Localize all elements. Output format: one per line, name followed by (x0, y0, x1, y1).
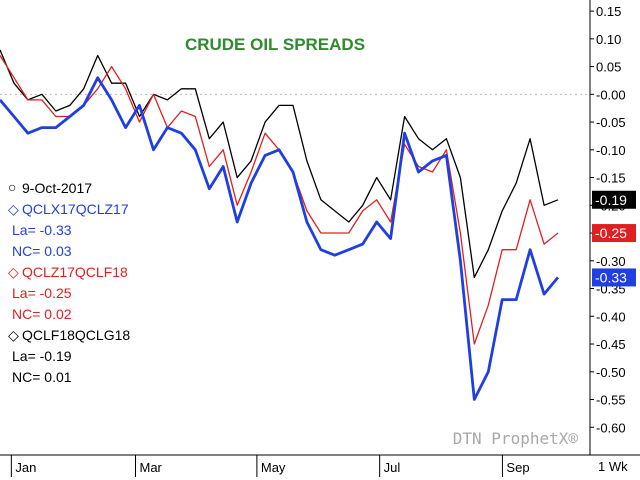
last-value-badge-1: -0.33 (595, 269, 627, 285)
x-tick-label: May (261, 460, 286, 475)
y-tick-label: 0.15 (596, 4, 621, 19)
y-tick-label: -0.55 (596, 393, 626, 408)
plot-area (0, 0, 590, 455)
last-value-badge-bg (592, 190, 636, 209)
y-tick-label: -0.10 (596, 143, 626, 158)
y-tick-label: 0.10 (596, 32, 621, 47)
legend-series-2-last: La= -0.25 (12, 285, 72, 301)
legend-series-1-change: NC= 0.03 (12, 243, 72, 259)
y-tick-label: -0.30 (596, 254, 626, 269)
legend-series-3-change: NC= 0.01 (12, 369, 72, 385)
y-tick-label: -0.40 (596, 309, 626, 324)
legend-date-icon: ○ (8, 179, 16, 195)
last-value-badge-bg (592, 268, 636, 287)
x-axis: Jan Mar May Jul Sep (10, 455, 530, 477)
y-tick-label: -0.50 (596, 365, 626, 380)
legend-series-3-last: La= -0.19 (12, 348, 72, 364)
legend-series-3-icon: ◇ (8, 327, 19, 343)
legend-series-3-name: QCLF18QCLG18 (22, 327, 130, 343)
last-value-badge-2: -0.25 (595, 225, 627, 241)
series-line-1 (0, 76, 560, 401)
y-tick-label: -0.15 (596, 171, 626, 186)
legend: ○ 9-Oct-2017 ◇ QCLX17QCLZ17 La= -0.33 NC… (8, 179, 130, 385)
legend-series-2-icon: ◇ (8, 264, 19, 280)
last-value-badge-3: -0.19 (595, 192, 627, 208)
legend-series-2-name: QCLZ17QCLF18 (22, 264, 128, 280)
series-layer (0, 49, 560, 401)
legend-date: 9-Oct-2017 (22, 180, 92, 196)
legend-series-1-last: La= -0.33 (12, 222, 72, 238)
chart-title: CRUDE OIL SPREADS (185, 35, 365, 54)
y-tick-label: -0.45 (596, 337, 626, 352)
timeframe-label[interactable]: 1 Wk (598, 459, 628, 474)
x-tick-label: Mar (140, 460, 163, 475)
y-tick-label: -0.05 (596, 115, 626, 130)
y-tick-label: 0.05 (596, 60, 621, 75)
watermark: DTN ProphetX® (453, 429, 579, 448)
legend-series-1-icon: ◇ (8, 201, 19, 217)
series-line-3 (0, 49, 559, 279)
x-tick-label: Jan (15, 460, 36, 475)
legend-series-2-change: NC= 0.02 (12, 306, 72, 322)
last-value-badges: -0.33 -0.25 -0.19 (592, 190, 636, 287)
y-tick-label: -0.60 (596, 420, 626, 435)
x-tick-label: Sep (506, 460, 529, 475)
last-value-badge-bg (592, 224, 636, 243)
y-axis: 0.150.100.05-0.00-0.05-0.10-0.15-0.20-0.… (590, 4, 626, 435)
legend-series-1-name: QCLX17QCLZ17 (22, 201, 129, 217)
x-tick-label: Jul (384, 460, 401, 475)
y-tick-label: -0.00 (596, 87, 626, 102)
